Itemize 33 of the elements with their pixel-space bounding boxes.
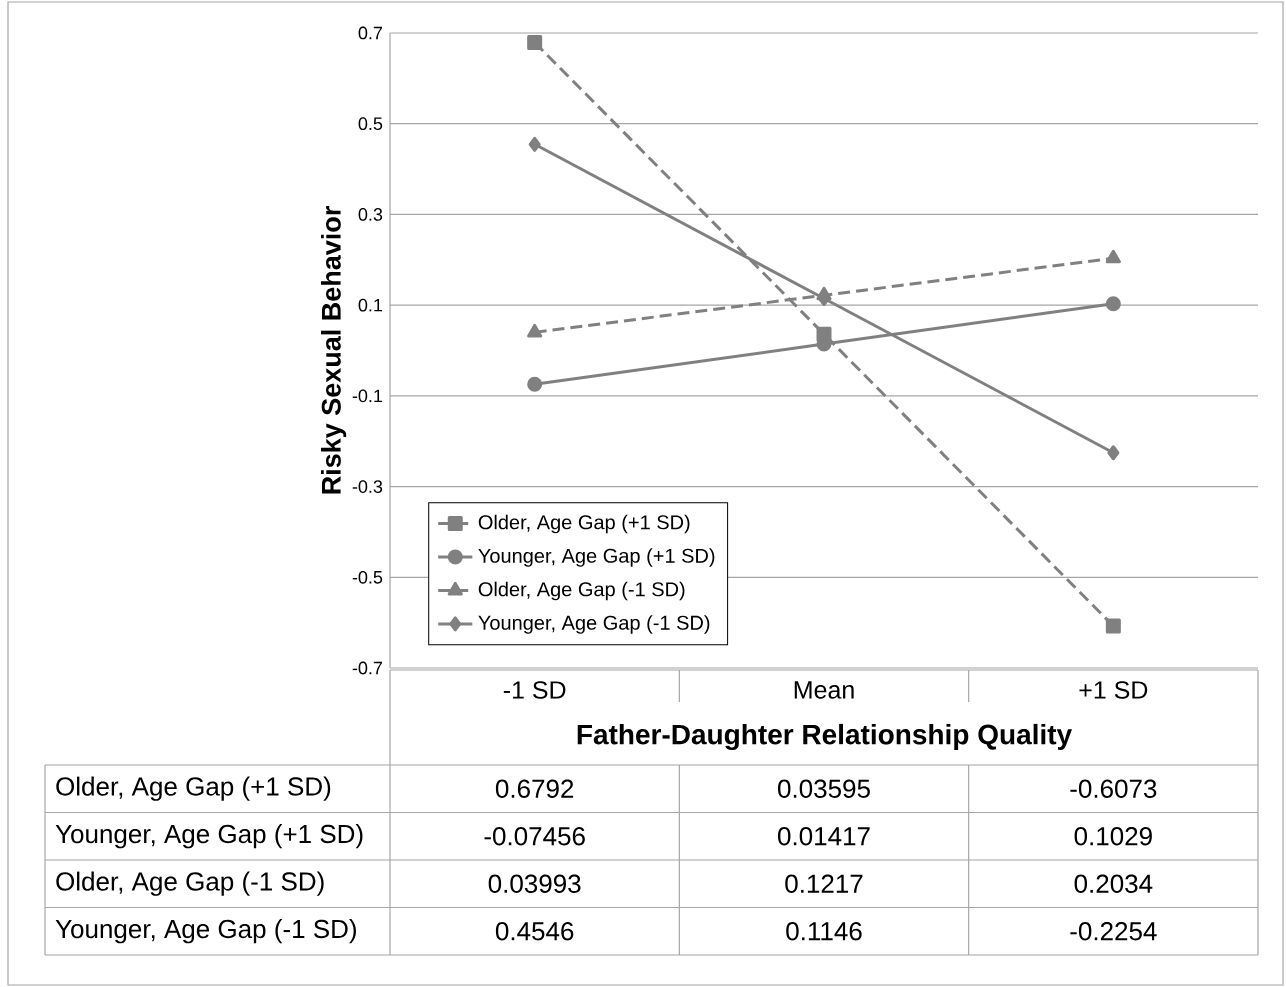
text: Older, Age Gap (-1 SD) [56, 871, 324, 896]
y-tick-label: 0.1 [358, 298, 383, 312]
legend-label: Older, Age Gap (+1 SD) [478, 514, 690, 534]
data-label: 0.1146 [786, 922, 862, 941]
legend-label: Older, Age Gap (-1 SD) [478, 581, 685, 601]
y-tick-label: 0.7 [358, 26, 383, 40]
text: Younger, Age Gap (+1 SD) [55, 824, 363, 849]
data-label: 0.6792 [495, 779, 574, 798]
x-tick-label: Mean [794, 681, 854, 699]
data-label: 0.2034 [1074, 874, 1153, 893]
data-label: 0.03595 [778, 779, 870, 798]
y-tick-label: 0.3 [358, 208, 383, 221]
y-axis-title: Risky Sexual Behavior [321, 206, 347, 494]
data-label: 0.1217 [785, 874, 863, 893]
x-tick-label: -1 SD [503, 681, 566, 699]
y-tick-label: -0.3 [352, 480, 383, 493]
x-tick-label: +1 SD [1079, 681, 1148, 699]
y-tick-label: -0.7 [352, 661, 383, 675]
y-tick-label: -0.5 [352, 570, 383, 584]
y-tick-label: 0.5 [358, 117, 383, 131]
data-label: 0.03993 [488, 874, 581, 893]
data-label: 0.4546 [495, 922, 574, 941]
data-label: -0.07456 [484, 827, 585, 846]
data-label: -0.6073 [1070, 779, 1157, 798]
legend-label: Younger, Age Gap (-1 SD) [478, 615, 710, 634]
text: Younger, Age Gap (-1 SD) [55, 919, 356, 944]
text: Older, Age Gap (+1 SD) [56, 776, 331, 801]
x-axis-title: Father-Daughter Relationship Quality [577, 723, 1072, 751]
data-label: 0.1029 [1074, 827, 1152, 846]
data-label: -0.2254 [1070, 922, 1157, 941]
y-tick-label: -0.1 [352, 389, 383, 403]
legend-label: Younger, Age Gap (+1 SD) [478, 548, 715, 567]
data-label: 0.01417 [778, 827, 870, 846]
